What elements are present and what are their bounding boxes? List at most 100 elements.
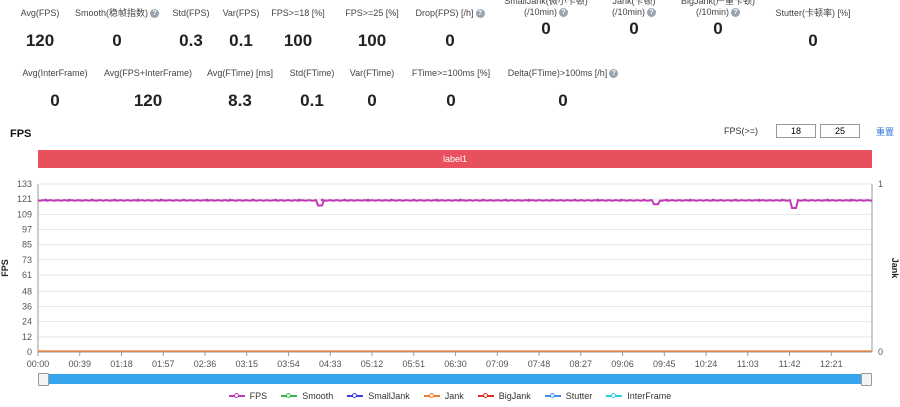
stat-value: 0 (558, 91, 568, 110)
legend-marker-icon (347, 393, 364, 398)
stat-label: SmallJank(微小卡顿) (/10min)? (486, 0, 606, 18)
y-tick-label: 73 (22, 255, 32, 265)
legend-marker-icon (228, 393, 245, 398)
help-icon[interactable]: ? (647, 8, 656, 18)
fps-point (642, 198, 646, 202)
stat-label-text: FPS>=18 [%] (271, 8, 325, 18)
fps-point (849, 198, 853, 202)
fps-point (550, 198, 554, 202)
slider-right-handle[interactable] (861, 373, 872, 386)
chart-legend: FPS Smooth SmallJank Jank BigJank Stutter Inte… (0, 391, 900, 401)
legend-item-jank[interactable]: Jank (423, 391, 464, 401)
x-tick-label: 07:09 (486, 359, 509, 369)
y-tick-label: 0 (27, 347, 32, 357)
series-fps-line (37, 198, 873, 209)
fps-threshold-2-input[interactable] (820, 124, 861, 138)
legend-label: Jank (444, 391, 464, 401)
help-icon[interactable]: ? (559, 8, 568, 18)
fps-point (527, 198, 531, 202)
stat-value: 0 (367, 91, 377, 110)
slider-left-handle[interactable] (38, 373, 49, 386)
stat-label: Jank(卡顿) (/10min)? (574, 0, 694, 18)
fps-point (228, 198, 232, 202)
legend-item-smooth[interactable]: Smooth (281, 391, 333, 401)
stat-label-text: SmallJank(微小卡顿) (504, 0, 588, 6)
fps-point (665, 198, 669, 202)
stat-label: Avg(InterFrame) (0, 68, 115, 79)
stat-value: 0 (713, 19, 723, 38)
fps-section-title: FPS (10, 128, 32, 140)
legend-label: InterFrame (627, 391, 672, 401)
y-tick-label: 61 (22, 270, 32, 280)
reset-link[interactable]: 重置 (876, 126, 895, 137)
fps-point (458, 198, 462, 202)
fps-point (412, 198, 416, 202)
stat-label-text: Jank(卡顿) (612, 0, 656, 6)
label-marker-bar[interactable]: label1 (38, 150, 872, 168)
stat-label: Var(FPS) (181, 8, 301, 19)
legend-item-smalljank[interactable]: SmallJank (347, 391, 410, 401)
stat-label-text: Avg(FPS+InterFrame) (103, 68, 193, 78)
fps-point (366, 198, 370, 202)
stat-label: Stutter(卡顿率) [%] (753, 8, 873, 19)
stat-avg-fps-interframe: Avg(FPS+InterFrame) 120 (88, 68, 208, 111)
stat-fps-25: FPS>=25 [%] 100 (312, 8, 432, 51)
x-tick-label: 09:06 (611, 359, 634, 369)
y-tick-label: 133 (17, 179, 32, 189)
stat-bigjank: BigJank(严重卡顿) (/10min)? 0 (658, 0, 778, 39)
stat-label: Std(FTime) (252, 68, 372, 79)
y-tick-label: 121 (17, 194, 32, 204)
help-icon[interactable]: ? (609, 69, 619, 79)
stat-std-ftime: Std(FTime) 0.1 (252, 68, 372, 111)
fps-point (757, 198, 761, 202)
stat-label-text: Drop(FPS) [/h] (415, 8, 474, 18)
stat-var-fps: Var(FPS) 0.1 (181, 8, 301, 51)
x-tick-label: 09:45 (653, 359, 676, 369)
x-tick-label: 03:15 (236, 359, 259, 369)
y-tick-label: 109 (17, 209, 32, 219)
x-tick-label: 06:30 (444, 359, 467, 369)
stat-value: 0 (50, 91, 60, 110)
stat-label: Avg(FTime) [ms] (180, 68, 300, 79)
legend-item-fps[interactable]: FPS (228, 391, 267, 401)
fps-point (44, 198, 48, 202)
legend-item-stutter[interactable]: Stutter (544, 391, 592, 401)
stat-value: 8.3 (228, 91, 252, 110)
fps-point (205, 198, 209, 202)
fps-chart[interactable]: 133 121 109 97 85 73 61 48 36 24 12 0 1 0 FPS Jank 00:00… (0, 172, 900, 372)
x-tick-label: 12:21 (820, 359, 843, 369)
stat-label-text: FTime>=100ms [%] (411, 68, 491, 78)
fps-threshold-1-input[interactable] (776, 124, 817, 138)
stat-label-unit: (/10min) (611, 7, 645, 17)
x-tick-label: 11:42 (779, 359, 801, 369)
legend-marker-icon (281, 393, 298, 398)
stat-label-text: Var(FTime) (349, 68, 395, 78)
help-icon[interactable]: ? (731, 8, 740, 18)
fps-point (159, 198, 163, 202)
x-tick-label: 08:27 (570, 359, 593, 369)
help-icon[interactable]: ? (475, 9, 485, 19)
legend-item-bigjank[interactable]: BigJank (477, 391, 531, 401)
stat-value: 120 (133, 91, 163, 110)
stat-avg-fps: Avg(FPS) 120 (0, 8, 100, 51)
help-icon[interactable]: ? (150, 9, 159, 19)
stat-label-text: Avg(InterFrame) (22, 68, 88, 78)
fps-point (711, 198, 715, 202)
stat-avg-interframe: Avg(InterFrame) 0 (0, 68, 115, 111)
stat-std-fps: Std(FPS) 0.3 (131, 8, 251, 51)
legend-item-interframe[interactable]: InterFrame (606, 391, 671, 401)
slider-track[interactable] (44, 374, 866, 384)
stat-value: 0 (446, 91, 456, 110)
stat-label: Std(FPS) (131, 8, 251, 19)
stat-value: 0.3 (179, 31, 203, 50)
stat-value: 100 (357, 31, 387, 50)
stat-var-ftime: Var(FTime) 0 (312, 68, 432, 111)
stat-jank: Jank(卡顿) (/10min)? 0 (574, 0, 694, 39)
fps-point (826, 198, 830, 202)
time-range-slider[interactable] (38, 373, 872, 386)
fps-threshold-filter: FPS(>=) 重置 (724, 124, 894, 138)
fps-point (688, 198, 692, 202)
fps-point (67, 198, 71, 202)
stat-label-text: Delta(FTime)>100ms [/h] (507, 68, 608, 78)
fps-point (136, 198, 140, 202)
